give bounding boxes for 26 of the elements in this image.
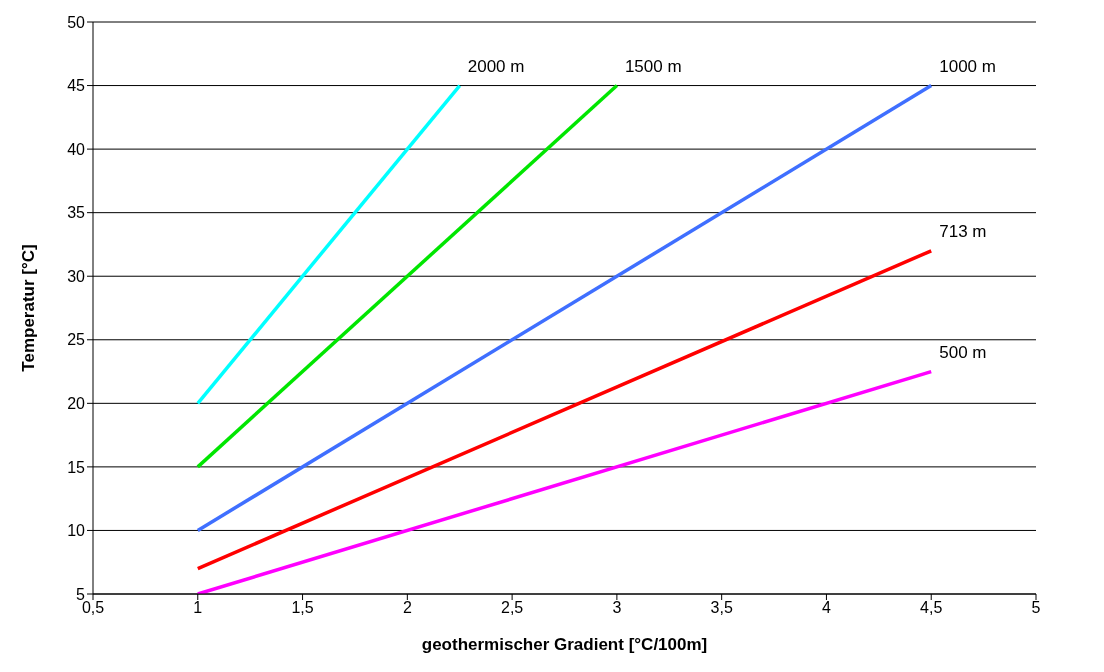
x-tick-label: 3 [612, 599, 622, 617]
x-tick-label: 2,5 [500, 599, 524, 617]
series-label: 1000 m [939, 56, 996, 76]
x-tick-label: 4,5 [920, 599, 943, 617]
y-tick-label: 35 [67, 204, 86, 222]
y-tick-label: 40 [67, 140, 86, 158]
series-label: 500 m [939, 342, 987, 362]
x-tick-label: 5 [1031, 599, 1041, 617]
y-tick-label: 30 [67, 267, 86, 285]
x-tick-label: 4 [821, 599, 831, 617]
y-tick-label: 50 [67, 13, 86, 31]
y-tick-label: 10 [67, 522, 86, 540]
y-tick-label: 45 [67, 77, 86, 95]
x-tick-label: 0,5 [81, 599, 105, 617]
series-label: 1500 m [624, 56, 682, 76]
x-tick-label: 1 [193, 599, 203, 617]
x-tick-label: 2 [402, 599, 412, 617]
y-tick-label: 25 [67, 331, 86, 349]
y-tick-label: 20 [67, 395, 86, 413]
x-tick-label: 3,5 [710, 599, 733, 617]
y-tick-label: 15 [67, 458, 86, 476]
series-label: 713 m [939, 221, 987, 241]
x-axis-title: geothermischer Gradient [°C/100m] [421, 635, 708, 654]
y-axis-title: Temperatur [°C] [19, 244, 39, 372]
x-tick-label: 1,5 [291, 599, 314, 617]
series-label: 2000 m [467, 56, 525, 76]
